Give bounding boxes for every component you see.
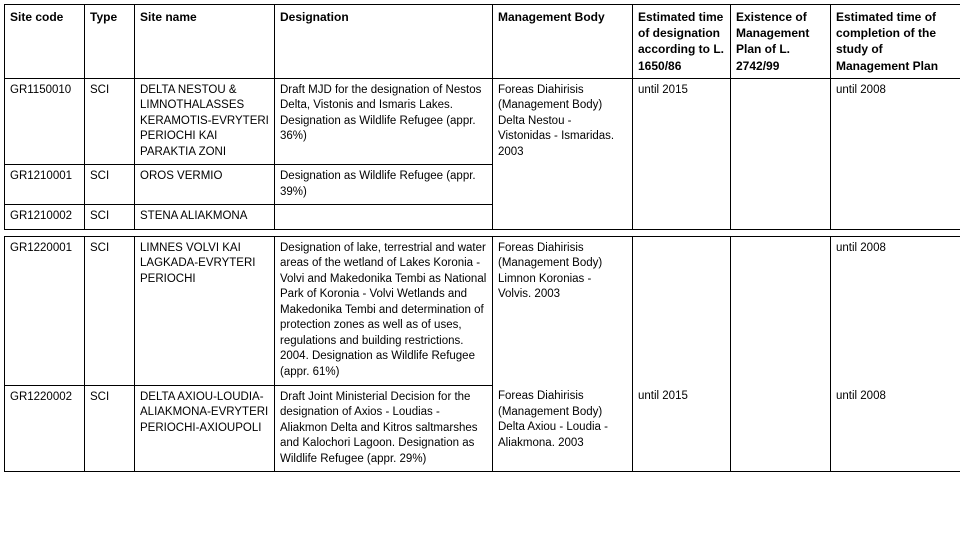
cell-designation: Designation as Wildlife Refugee (appr. 3… bbox=[275, 165, 493, 205]
cell-est-desig bbox=[633, 236, 731, 385]
cell-est-complete: until 2008 bbox=[831, 78, 960, 165]
cell-site-name: OROS VERMIO bbox=[135, 165, 275, 205]
header-row: Site code Type Site name Designation Man… bbox=[5, 5, 960, 79]
cell-type: SCI bbox=[85, 78, 135, 165]
col-mgmt-body: Management Body bbox=[493, 5, 633, 79]
cell-est-complete: until 2008 bbox=[831, 385, 960, 472]
cell-type: SCI bbox=[85, 205, 135, 230]
cell-est-desig bbox=[633, 205, 731, 230]
cell-mgmt-body: Foreas Diahirisis (Management Body) Delt… bbox=[493, 78, 633, 165]
cell-mgmt-body bbox=[493, 205, 633, 230]
table-row: GR1210002 SCI STENA ALIAKMONA bbox=[5, 205, 960, 230]
cell-mgmt-body: Foreas Diahirisis (Management Body) Limn… bbox=[493, 236, 633, 385]
cell-est-complete: until 2008 bbox=[831, 236, 960, 385]
cell-type: SCI bbox=[85, 236, 135, 385]
cell-site-name: DELTA NESTOU & LIMNOTHALASSES KERAMOTIS-… bbox=[135, 78, 275, 165]
cell-plan-exist bbox=[731, 78, 831, 165]
col-plan-exist: Existence of Management Plan of L. 2742/… bbox=[731, 5, 831, 79]
cell-type: SCI bbox=[85, 165, 135, 205]
cell-designation: Draft Joint Ministerial Decision for the… bbox=[275, 385, 493, 472]
cell-site-code: GR1220001 bbox=[5, 236, 85, 385]
cell-plan-exist bbox=[731, 385, 831, 472]
cell-est-desig: until 2015 bbox=[633, 385, 731, 472]
cell-site-name: DELTA AXIOU-LOUDIA-ALIAKMONA-EVRYTERI PE… bbox=[135, 385, 275, 472]
col-est-complete: Estimated time of completion of the stud… bbox=[831, 5, 960, 79]
col-type: Type bbox=[85, 5, 135, 79]
cell-est-complete bbox=[831, 165, 960, 205]
cell-designation: Designation of lake, terrestrial and wat… bbox=[275, 236, 493, 385]
cell-designation bbox=[275, 205, 493, 230]
cell-site-name: LIMNES VOLVI KAI LAGKADA-EVRYTERI PERIOC… bbox=[135, 236, 275, 385]
col-site-code: Site code bbox=[5, 5, 85, 79]
cell-site-name: STENA ALIAKMONA bbox=[135, 205, 275, 230]
group-spacer bbox=[5, 229, 960, 236]
cell-est-desig bbox=[633, 165, 731, 205]
table-row: GR1210001 SCI OROS VERMIO Designation as… bbox=[5, 165, 960, 205]
cell-designation: Draft MJD for the designation of Nestos … bbox=[275, 78, 493, 165]
cell-mgmt-body bbox=[493, 165, 633, 205]
cell-mgmt-body: Foreas Diahirisis (Management Body) Delt… bbox=[493, 385, 633, 472]
sites-table: Site code Type Site name Designation Man… bbox=[4, 4, 960, 472]
cell-type: SCI bbox=[85, 385, 135, 472]
cell-site-code: GR1210001 bbox=[5, 165, 85, 205]
cell-plan-exist bbox=[731, 205, 831, 230]
table-row: GR1220002 SCI DELTA AXIOU-LOUDIA-ALIAKMO… bbox=[5, 385, 960, 472]
cell-site-code: GR1150010 bbox=[5, 78, 85, 165]
col-est-desig: Estimated time of designation according … bbox=[633, 5, 731, 79]
cell-site-code: GR1210002 bbox=[5, 205, 85, 230]
table-row: GR1150010 SCI DELTA NESTOU & LIMNOTHALAS… bbox=[5, 78, 960, 165]
cell-site-code: GR1220002 bbox=[5, 385, 85, 472]
table-row: GR1220001 SCI LIMNES VOLVI KAI LAGKADA-E… bbox=[5, 236, 960, 385]
cell-plan-exist bbox=[731, 236, 831, 385]
cell-plan-exist bbox=[731, 165, 831, 205]
col-designation: Designation bbox=[275, 5, 493, 79]
cell-est-complete bbox=[831, 205, 960, 230]
cell-est-desig: until 2015 bbox=[633, 78, 731, 165]
col-site-name: Site name bbox=[135, 5, 275, 79]
